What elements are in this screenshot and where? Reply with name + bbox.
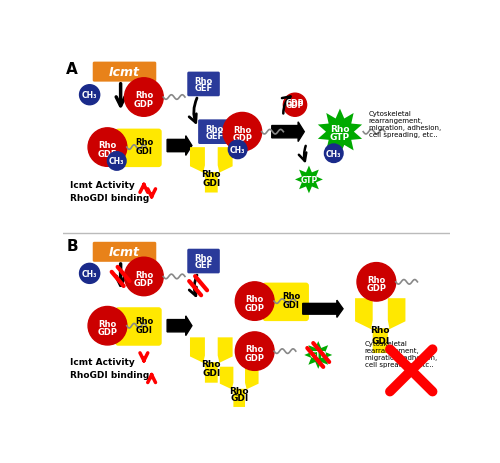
- Polygon shape: [304, 341, 332, 369]
- Polygon shape: [190, 148, 232, 193]
- Text: Rho: Rho: [135, 138, 153, 147]
- Text: GDI: GDI: [282, 301, 300, 310]
- Circle shape: [124, 79, 163, 117]
- Text: CH₃: CH₃: [230, 145, 246, 155]
- Circle shape: [284, 94, 306, 117]
- FancyBboxPatch shape: [188, 73, 220, 97]
- Polygon shape: [220, 367, 258, 407]
- FancyArrow shape: [167, 137, 192, 156]
- Text: RhoGDI binding: RhoGDI binding: [70, 370, 150, 379]
- Text: Rho: Rho: [330, 125, 349, 134]
- Circle shape: [223, 113, 262, 151]
- Text: GDP: GDP: [244, 353, 264, 362]
- Text: Rho: Rho: [202, 169, 221, 179]
- Text: GTP: GTP: [330, 132, 350, 142]
- Polygon shape: [318, 109, 362, 156]
- Text: Rho: Rho: [98, 141, 116, 150]
- Text: Rho: Rho: [246, 294, 264, 304]
- Text: Rho: Rho: [135, 316, 153, 325]
- Text: CH₃: CH₃: [82, 91, 98, 100]
- FancyArrow shape: [167, 316, 192, 336]
- FancyBboxPatch shape: [92, 242, 156, 262]
- FancyBboxPatch shape: [92, 63, 156, 82]
- Text: B: B: [66, 238, 78, 253]
- Text: GDP: GDP: [134, 279, 154, 288]
- Text: GDP: GDP: [98, 328, 117, 337]
- Text: Cytoskeletal
rearrangement,
migration, adhesion,
cell spreading, etc..: Cytoskeletal rearrangement, migration, a…: [365, 340, 437, 367]
- Text: Icmt Activity: Icmt Activity: [70, 180, 135, 189]
- Text: GDI: GDI: [136, 147, 152, 156]
- Text: Icmt: Icmt: [109, 246, 140, 259]
- Circle shape: [80, 264, 100, 284]
- Text: GDI: GDI: [136, 325, 152, 334]
- Text: GTP: GTP: [310, 351, 327, 360]
- Circle shape: [324, 144, 343, 163]
- Text: A: A: [66, 62, 78, 77]
- FancyBboxPatch shape: [188, 249, 220, 274]
- Text: Rho: Rho: [246, 344, 264, 354]
- Text: GEF: GEF: [194, 261, 212, 270]
- Text: GTP: GTP: [300, 175, 318, 185]
- Circle shape: [124, 257, 163, 296]
- Text: Rho: Rho: [202, 359, 221, 368]
- FancyArrow shape: [272, 123, 304, 142]
- Polygon shape: [190, 338, 232, 383]
- Circle shape: [228, 141, 247, 159]
- Text: Icmt Activity: Icmt Activity: [70, 357, 135, 366]
- Text: Rho: Rho: [370, 326, 390, 335]
- Text: GDI: GDI: [202, 178, 220, 187]
- Text: GDP: GDP: [286, 99, 304, 108]
- Text: Rho: Rho: [367, 275, 386, 284]
- Text: Rho: Rho: [135, 270, 153, 279]
- Text: GDP: GDP: [244, 303, 264, 312]
- Text: CH₃: CH₃: [326, 150, 342, 158]
- Text: GDP: GDP: [98, 150, 117, 158]
- FancyArrow shape: [303, 300, 343, 318]
- Circle shape: [236, 282, 274, 321]
- Text: Rho: Rho: [230, 386, 249, 394]
- Text: CH₃: CH₃: [109, 157, 124, 166]
- FancyBboxPatch shape: [198, 120, 230, 144]
- FancyBboxPatch shape: [115, 129, 162, 168]
- Polygon shape: [295, 166, 323, 194]
- Text: GDP: GDP: [134, 100, 154, 108]
- Text: Rho: Rho: [194, 254, 212, 263]
- Text: GEF: GEF: [206, 132, 224, 141]
- Text: Cytoskeletal
rearrangement,
migration, adhesion,
cell spreading, etc..: Cytoskeletal rearrangement, migration, a…: [368, 111, 441, 138]
- Circle shape: [88, 129, 127, 167]
- Circle shape: [108, 152, 126, 171]
- Text: CH₃: CH₃: [82, 269, 98, 278]
- Text: GDP: GDP: [366, 284, 386, 293]
- Text: GDP: GDP: [286, 101, 304, 110]
- Text: GEF: GEF: [194, 84, 212, 93]
- Circle shape: [357, 263, 396, 301]
- FancyBboxPatch shape: [115, 307, 162, 346]
- Text: Rho: Rho: [98, 319, 116, 328]
- FancyBboxPatch shape: [262, 283, 309, 321]
- Text: Rho: Rho: [135, 91, 153, 100]
- Text: GDP: GDP: [232, 134, 252, 143]
- Text: GDI: GDI: [230, 393, 248, 402]
- Text: Icmt: Icmt: [109, 66, 140, 79]
- Polygon shape: [355, 299, 406, 353]
- Text: Rho: Rho: [206, 125, 224, 134]
- Text: Rho: Rho: [233, 125, 252, 135]
- Text: RhoGDI binding: RhoGDI binding: [70, 193, 150, 202]
- Text: GDI: GDI: [202, 368, 220, 377]
- Text: Rho: Rho: [282, 292, 300, 300]
- Circle shape: [88, 307, 127, 345]
- Circle shape: [80, 86, 100, 106]
- Text: GDI: GDI: [371, 336, 390, 345]
- Circle shape: [236, 332, 274, 370]
- Text: Rho: Rho: [194, 77, 212, 86]
